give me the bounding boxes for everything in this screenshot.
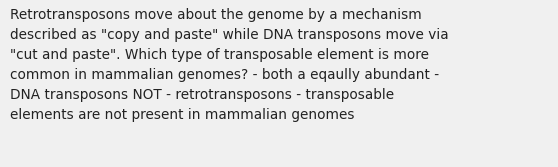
Text: Retrotransposons move about the genome by a mechanism
described as "copy and pas: Retrotransposons move about the genome b… [10, 8, 449, 122]
